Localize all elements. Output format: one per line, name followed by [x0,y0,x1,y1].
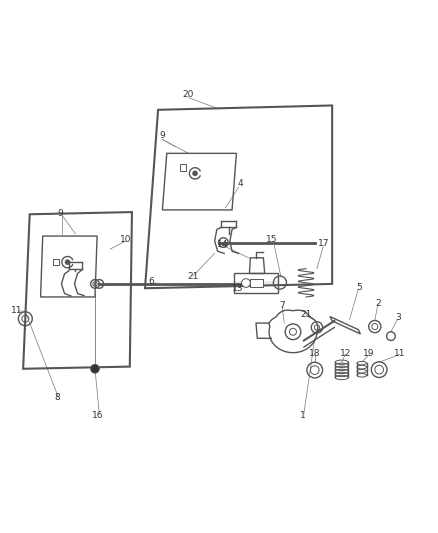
Text: 14: 14 [217,240,228,249]
Text: 10: 10 [120,235,131,244]
Text: 12: 12 [339,349,351,358]
Text: 5: 5 [356,283,362,292]
Text: 16: 16 [92,411,104,420]
Text: 11: 11 [394,349,405,358]
Circle shape [91,365,99,373]
Text: 11: 11 [11,306,22,316]
Text: 3: 3 [396,313,401,322]
Text: 4: 4 [237,179,243,188]
Circle shape [65,260,70,265]
Text: 18: 18 [309,349,321,358]
Text: 9: 9 [57,209,63,218]
Polygon shape [251,279,263,287]
Text: 13: 13 [232,284,243,293]
Text: 1: 1 [300,411,305,420]
Text: 21: 21 [187,272,198,281]
Text: 7: 7 [279,301,285,310]
Text: 2: 2 [375,299,381,308]
Text: 19: 19 [364,349,375,358]
Text: 8: 8 [54,393,60,402]
Circle shape [242,279,251,287]
Text: 15: 15 [266,235,278,244]
Text: 6: 6 [148,277,155,286]
Text: 9: 9 [159,132,165,140]
Text: 21: 21 [300,310,312,319]
Circle shape [192,171,198,176]
Text: 20: 20 [183,90,194,99]
Text: 17: 17 [318,239,329,248]
